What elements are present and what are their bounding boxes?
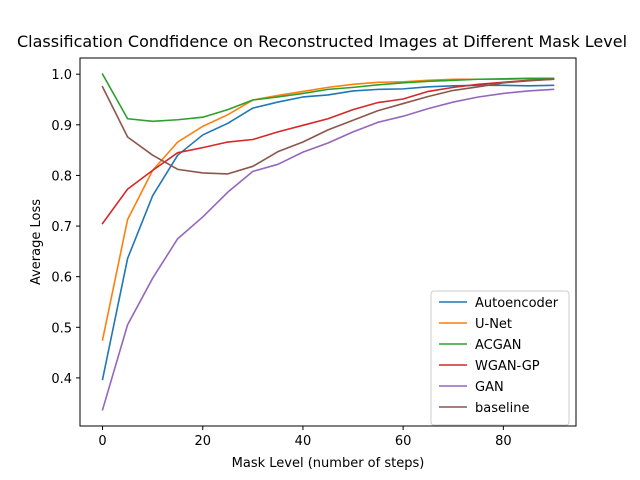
x-tick-label: 40 [295,434,312,449]
y-tick-label: 0.5 [51,321,72,336]
x-tick-label: 0 [98,434,106,449]
legend-label-wgan-gp: WGAN-GP [475,359,540,374]
y-axis-label: Average Loss [29,199,44,285]
y-tick-label: 0.9 [51,119,72,134]
y-tick-label: 0.7 [51,220,72,235]
x-tick-label: 20 [194,434,211,449]
legend-label-gan: GAN [475,380,504,395]
chart-title: Classification Condfidence on Reconstruc… [17,32,627,51]
series-line-acgan [101,73,555,123]
y-tick-label: 0.6 [51,271,72,286]
x-tick-label: 60 [395,434,412,449]
legend-box [430,290,570,426]
legend-label-acgan: ACGAN [475,338,521,353]
series-line-gan [101,88,555,411]
y-tick-label: 0.4 [51,372,72,387]
series-line-baseline [101,78,555,175]
x-tick-label: 80 [495,434,512,449]
legend-label-autoencoder: Autoencoder [475,296,559,311]
y-axis: 0.4 0.5 0.6 0.7 0.8 0.9 1.0 [51,68,80,387]
legend-label-baseline: baseline [475,401,529,416]
legend-label-u-net: U-Net [475,317,512,332]
series-line-autoencoder [101,84,555,381]
series-line-wgan-gp [101,78,555,225]
plot-area [101,73,555,411]
y-tick-label: 0.8 [51,169,72,184]
legend: Autoencoder U-Net ACGAN WGAN-GP GAN baseline [430,290,570,426]
x-axis: 0 20 40 60 80 [98,426,512,449]
x-axis-label: Mask Level (number of steps) [232,456,425,471]
y-tick-label: 1.0 [51,68,72,83]
plot-frame [79,57,577,427]
